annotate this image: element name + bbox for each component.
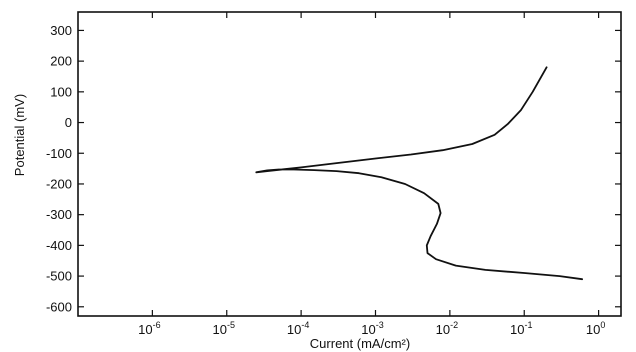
y-tick-label: 0 <box>65 115 72 130</box>
y-axis: 300 200 100 0 -100 -200 -300 -400 -500 -600 <box>46 23 621 314</box>
x-tick-label: 10-5 <box>213 320 235 337</box>
y-tick-label: -400 <box>46 238 72 253</box>
x-axis: 10-6 10-5 10-4 10-3 10-2 10-1 100 <box>138 12 605 337</box>
curve-point <box>507 123 509 125</box>
curve-point <box>471 143 473 145</box>
curve-point <box>410 154 412 156</box>
curve-point <box>559 275 561 277</box>
polarization-curve <box>255 66 583 281</box>
curve-point <box>523 272 525 274</box>
y-tick-label: -200 <box>46 176 72 191</box>
x-tick-exponent: -4 <box>301 320 309 330</box>
curve-point <box>300 167 302 169</box>
curve-point <box>284 168 286 170</box>
curve-point <box>546 66 548 68</box>
curve-point <box>426 245 428 247</box>
x-tick-base: 10 <box>436 322 450 337</box>
x-tick-exponent: -6 <box>153 320 161 330</box>
curve-point <box>485 269 487 271</box>
curve-point <box>455 265 457 267</box>
x-tick-label: 100 <box>586 320 605 337</box>
curve-point <box>358 172 360 174</box>
x-tick-base: 10 <box>287 322 301 337</box>
y-tick-label: 300 <box>50 23 72 38</box>
y-tick-label: -500 <box>46 269 72 284</box>
y-tick-label: 200 <box>50 54 72 69</box>
curve-point <box>266 170 268 172</box>
curve-point <box>581 278 583 280</box>
x-tick-base: 10 <box>361 322 375 337</box>
curve-point <box>494 134 496 136</box>
curve-point <box>442 149 444 151</box>
curve-point <box>437 203 439 205</box>
x-tick-base: 10 <box>510 322 524 337</box>
curve-point <box>404 183 406 185</box>
curve-point <box>293 169 295 171</box>
curve-point <box>427 252 429 254</box>
x-tick-exponent: -3 <box>376 320 384 330</box>
curve-point <box>255 171 257 173</box>
x-tick-base: 10 <box>213 322 227 337</box>
x-tick-label: 10-4 <box>287 320 309 337</box>
curve-point <box>440 212 442 214</box>
y-tick-label: -300 <box>46 207 72 222</box>
x-tick-exponent: -5 <box>227 320 235 330</box>
x-tick-label: 10-2 <box>436 320 458 337</box>
curve-point <box>436 223 438 225</box>
x-tick-base: 10 <box>586 322 600 337</box>
curve-point <box>375 158 377 160</box>
curve-point <box>313 169 315 171</box>
x-tick-exponent: 0 <box>600 320 605 330</box>
plot-frame <box>77 11 622 317</box>
x-tick-exponent: -2 <box>450 320 458 330</box>
y-tick-label: -100 <box>46 146 72 161</box>
y-tick-label: 100 <box>50 84 72 99</box>
x-tick-label: 10-3 <box>361 320 383 337</box>
y-tick-label: -600 <box>46 299 72 314</box>
curve-point <box>381 176 383 178</box>
curve-point <box>336 170 338 172</box>
y-axis-label: Potential (mV) <box>12 94 27 176</box>
x-axis-label: Current (mA/cm²) <box>310 336 410 351</box>
x-tick-label: 10-1 <box>510 320 532 337</box>
curve-point <box>423 192 425 194</box>
x-tick-base: 10 <box>138 322 152 337</box>
series-layer <box>255 66 583 281</box>
curve-point <box>336 162 338 164</box>
x-tick-exponent: -1 <box>524 320 532 330</box>
curve-point <box>435 258 437 260</box>
curve-point <box>532 91 534 93</box>
x-tick-label: 10-6 <box>138 320 160 337</box>
curve-point <box>430 235 432 237</box>
curve-point <box>520 109 522 111</box>
curve-point <box>278 169 280 171</box>
